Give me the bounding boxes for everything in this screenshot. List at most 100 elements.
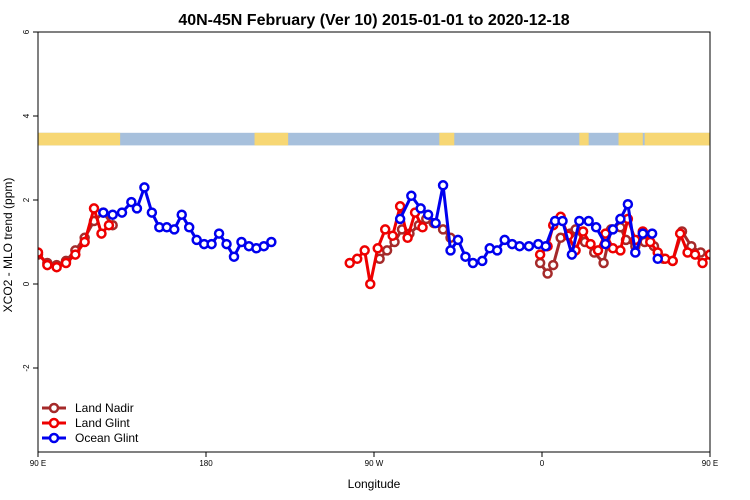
data-point [542, 268, 553, 279]
legend-item: Land Nadir [42, 401, 134, 415]
data-point [467, 257, 479, 269]
land-band-segment [439, 132, 455, 146]
data-point [351, 253, 363, 265]
ocean-band [38, 132, 710, 146]
data-point [645, 236, 656, 248]
series-land-glint [38, 201, 710, 290]
data-point [213, 228, 225, 239]
data-point [88, 203, 100, 214]
data-point [491, 245, 503, 256]
legend-marker [48, 417, 60, 429]
data-point [415, 203, 426, 214]
data-point [514, 240, 525, 252]
data-point [592, 245, 604, 256]
data-point [183, 222, 195, 233]
legend-marker [48, 432, 60, 444]
data-point [266, 236, 277, 248]
data-point [622, 198, 634, 210]
data-point [534, 257, 546, 269]
land-band-segment [618, 132, 643, 146]
legend-item: Land Glint [42, 416, 130, 430]
land-band-segment [732, 133, 750, 146]
data-point [42, 259, 53, 271]
data-point [667, 255, 678, 267]
x-tick-label: 90 W [365, 459, 384, 468]
axes: 90 E 180 90 W 0 90 E -2 0 2 4 6 [22, 29, 718, 468]
legend-label: Land Glint [75, 416, 130, 430]
data-point [221, 238, 232, 250]
data-point [598, 257, 609, 269]
legend-item: Ocean Glint [42, 431, 139, 445]
data-point [70, 249, 81, 260]
data-point [387, 230, 398, 241]
x-tick-label: 90 E [702, 459, 718, 468]
data-point [547, 259, 559, 271]
data-point [727, 198, 735, 206]
data-point [258, 240, 270, 252]
data-point [417, 222, 428, 233]
data-point [394, 213, 406, 225]
data-point [689, 249, 701, 260]
data-point [523, 240, 535, 252]
land-band-segment [579, 132, 589, 146]
data-point [583, 215, 594, 227]
data-point [712, 211, 720, 219]
data-point [630, 247, 641, 258]
data-point [607, 224, 619, 235]
data-point [600, 238, 611, 250]
y-tick-label: 0 [22, 281, 31, 286]
data-point [577, 226, 589, 237]
data-point [365, 278, 376, 290]
y-tick-label: 4 [22, 113, 31, 118]
data-point [381, 245, 393, 256]
data-point [38, 247, 44, 258]
data-point [206, 238, 217, 250]
data-point [146, 207, 158, 218]
data-point [557, 215, 568, 227]
data-point [406, 190, 417, 202]
data-point [499, 234, 510, 246]
series-ocean-glint [98, 180, 750, 269]
y-tick-label: -2 [22, 364, 31, 372]
data-point [176, 209, 187, 220]
land-band-segment [38, 132, 121, 146]
data-point [169, 224, 180, 235]
data-point [574, 215, 585, 227]
x-axis-label: Longitude [348, 477, 401, 491]
x-tick-label: 90 E [30, 459, 46, 468]
data-point [704, 249, 710, 260]
data-point [540, 240, 551, 252]
series-line [348, 204, 424, 286]
data-point [460, 251, 471, 262]
data-point [422, 209, 434, 220]
data-point [652, 253, 663, 265]
data-point [615, 213, 626, 225]
y-tick-label: 2 [22, 197, 31, 202]
chart-title: 40N-45N February (Ver 10) 2015-01-01 to … [178, 12, 569, 29]
data-point [430, 217, 441, 229]
data-point [402, 232, 413, 244]
legend-marker [48, 402, 60, 414]
data-point [126, 196, 137, 208]
data-point [719, 209, 727, 217]
legend-label: Land Nadir [75, 401, 134, 415]
data-point [615, 245, 626, 256]
land-band-segment [254, 132, 289, 146]
data-point [734, 207, 742, 215]
series-line [716, 187, 750, 229]
land-ocean-band [38, 132, 750, 146]
land-band-segment [644, 132, 710, 146]
data-point [437, 180, 449, 191]
data-point [51, 261, 62, 273]
x-tick-label: 180 [199, 459, 213, 468]
data-point [96, 228, 107, 239]
data-point [236, 236, 247, 248]
data-point [646, 228, 658, 239]
legend-label: Ocean Glint [75, 431, 139, 445]
y-axis-label: XCO2 - MLO trend (ppm) [1, 178, 15, 313]
data-point [228, 251, 240, 262]
data-point [566, 249, 578, 260]
data-point [131, 203, 143, 214]
